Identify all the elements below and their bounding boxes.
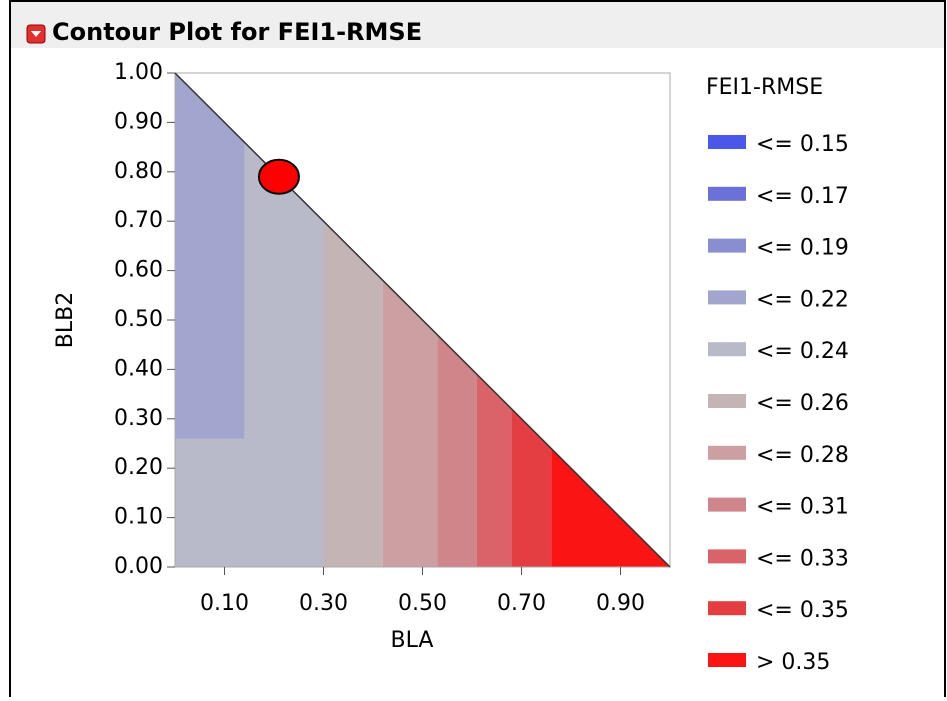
legend-swatch xyxy=(708,342,746,357)
x-tick-label: 0.90 xyxy=(596,591,645,616)
legend-label: > 0.35 xyxy=(756,650,830,675)
legend-swatch xyxy=(708,445,746,460)
legend-swatch xyxy=(708,186,746,201)
y-tick-label: 0.10 xyxy=(114,505,163,530)
legend-swatch xyxy=(708,601,746,616)
highlight-point xyxy=(257,158,300,195)
legend-label: <= 0.24 xyxy=(756,339,849,364)
legend-swatch xyxy=(708,497,746,512)
x-tick-label: 0.30 xyxy=(299,591,348,616)
legend-swatch xyxy=(708,549,746,564)
disclosure-icon[interactable] xyxy=(26,24,46,44)
y-tick-label: 0.50 xyxy=(114,307,163,332)
legend-title: FEI1-RMSE xyxy=(706,75,823,100)
legend-label: <= 0.33 xyxy=(756,546,849,571)
legend-swatch xyxy=(708,135,746,149)
y-tick-label: 0.20 xyxy=(114,455,163,480)
chart-title: Contour Plot for FEI1-RMSE xyxy=(52,18,422,46)
legend-swatch xyxy=(708,290,746,305)
legend-swatch xyxy=(708,394,746,408)
x-tick-label: 0.10 xyxy=(200,591,249,616)
legend-label: <= 0.31 xyxy=(756,495,849,520)
y-tick-label: 0.80 xyxy=(114,159,163,184)
y-tick-label: 0.90 xyxy=(114,109,163,134)
legend-label: <= 0.26 xyxy=(756,391,849,416)
y-tick-label: 0.40 xyxy=(114,356,163,381)
legend-label: <= 0.28 xyxy=(756,443,849,468)
legend-label: <= 0.35 xyxy=(756,598,849,623)
legend-label: <= 0.15 xyxy=(756,132,849,157)
legend-swatch xyxy=(708,238,746,253)
y-tick-label: 0.30 xyxy=(114,406,163,431)
legend-label: <= 0.22 xyxy=(756,287,849,312)
constraint-line xyxy=(174,72,671,568)
header-bar xyxy=(10,2,945,48)
y-tick-label: 0.70 xyxy=(114,208,163,233)
x-tick-label: 0.70 xyxy=(497,591,546,616)
legend-swatch xyxy=(708,653,746,667)
legend-label: <= 0.19 xyxy=(756,236,849,261)
y-axis-label: BLB2 xyxy=(53,292,78,348)
y-tick-label: 1.00 xyxy=(114,60,163,85)
disclosure-arrow xyxy=(31,31,41,37)
y-tick-label: 0.60 xyxy=(114,258,163,283)
x-tick-label: 0.50 xyxy=(398,591,447,616)
y-tick-label: 0.00 xyxy=(114,554,163,579)
x-axis-label: BLA xyxy=(391,628,434,653)
contour-region xyxy=(175,73,245,439)
legend-label: <= 0.17 xyxy=(756,184,849,209)
